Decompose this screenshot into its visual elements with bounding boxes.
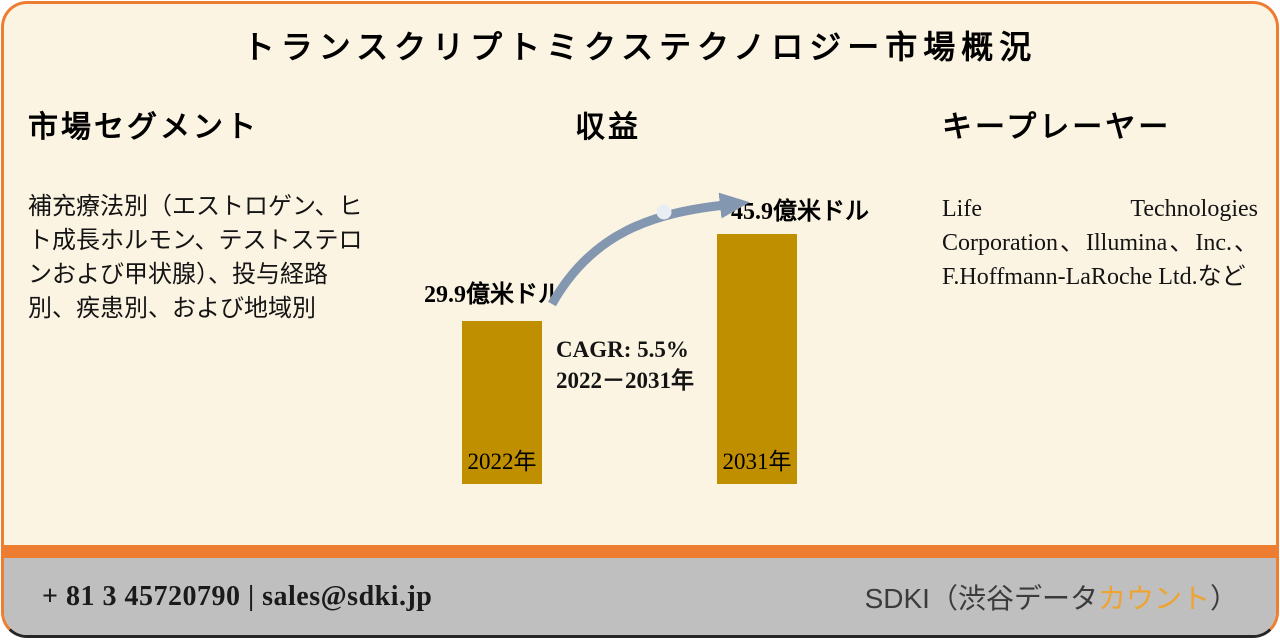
revenue-heading: 収益 <box>575 111 641 144</box>
footer-bar: + 81 3 45720790 | sales@sdki.jp SDKI（渋谷デ… <box>4 558 1276 635</box>
revenue-bar-chart: 29.9億米ドル 45.9億米ドル 2022年 2031年 CAGR: 5.5%… <box>424 189 904 484</box>
value-label-2022: 29.9億米ドル <box>424 282 562 308</box>
bar-category-2031: 2031年 <box>722 449 792 474</box>
bar-category-2022: 2022年 <box>467 449 537 474</box>
page-title: トランスクリプトミクステクノロジー市場概況 <box>242 29 1038 65</box>
cagr-annotation: CAGR: 5.5% 2022－2031年 <box>556 334 694 396</box>
cagr-line-2: 2022－2031年 <box>556 368 694 394</box>
key-players-body-text: Life Technologies Corporation、Illumina、I… <box>942 196 1258 291</box>
brand-prefix: SDKI（渋谷データ <box>864 582 1098 614</box>
cagr-line-1: CAGR: 5.5% <box>556 337 689 362</box>
value-label-2031: 45.9億米ドル <box>731 199 869 225</box>
footer-accent-bar <box>4 545 1276 558</box>
brand-suffix: ） <box>1209 582 1238 614</box>
key-players-heading: キープレーヤー <box>942 111 1172 144</box>
brand-text: SDKI（渋谷データカウント） <box>865 577 1238 617</box>
contact-info: + 81 3 45720790 | sales@sdki.jp <box>42 580 433 612</box>
segments-heading: 市場セグメント <box>28 111 259 144</box>
arrow-dot-icon <box>656 204 672 220</box>
growth-arrow-icon <box>548 192 750 307</box>
brand-highlight: カウント <box>1097 582 1210 614</box>
segments-body-text: 補充療法別（エストロゲン、ヒト成長ホルモン、テストステロンおよび甲状腺）、投与経… <box>28 194 363 323</box>
bar-2031: 2031年 <box>717 234 797 484</box>
bar-2022: 2022年 <box>462 321 542 484</box>
